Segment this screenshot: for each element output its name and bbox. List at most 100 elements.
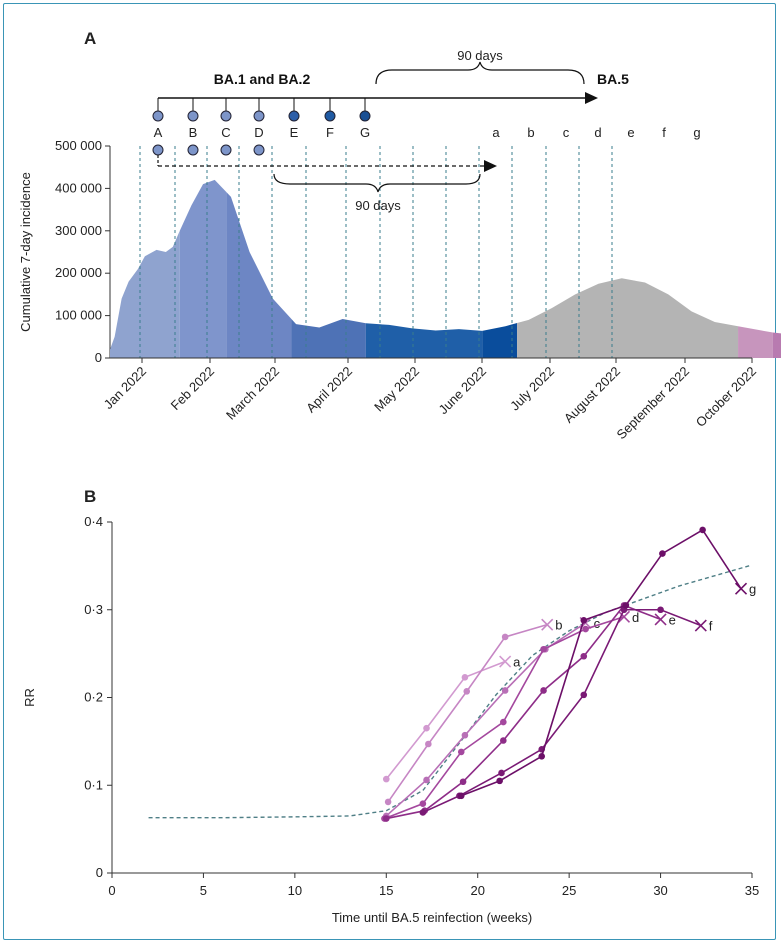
series-point-f (657, 606, 664, 614)
series-point-d (419, 800, 427, 807)
series-point-g (699, 526, 706, 534)
marker-dot-lower (187, 144, 199, 156)
series-point-g (659, 550, 666, 557)
series-line-d (384, 616, 625, 820)
series-point-f (498, 769, 505, 777)
series-point-b (425, 740, 432, 748)
series-point-e (580, 652, 588, 660)
series-line-g (460, 528, 742, 797)
days-label-bottom: 90 days (355, 198, 401, 213)
marker-dot-upper (324, 110, 336, 122)
series-end-cross-e (654, 613, 667, 626)
days-label-top: 90 days (457, 48, 503, 63)
x-tick-label: 20 (470, 883, 484, 898)
incidence-area-segment (110, 230, 180, 358)
marker-dot-upper (359, 110, 371, 122)
series-point-f (580, 691, 588, 699)
lower-letter-label: g (693, 125, 700, 140)
series-label-d: d (632, 610, 639, 625)
incidence-area-segment (226, 192, 292, 358)
arrowhead-dashed-icon (484, 160, 497, 172)
series-label-g: g (749, 582, 756, 597)
series-point-b (463, 688, 471, 695)
ba1-ba2-label: BA.1 and BA.2 (214, 71, 311, 87)
series-point-g (580, 616, 588, 624)
x-tick-label: 25 (562, 883, 576, 898)
series-point-b (384, 798, 392, 806)
series-line-a (385, 660, 506, 780)
marker-dot-upper (288, 110, 300, 122)
series-end-cross-a (499, 655, 512, 668)
lower-letter-label: f (662, 125, 666, 140)
series-point-d (540, 645, 547, 653)
y-tick-label: 400 000 (55, 180, 102, 195)
marker-dot-lower (253, 144, 265, 156)
upper-letter-label: B (189, 125, 198, 140)
y-tick-label: 100 000 (55, 308, 102, 323)
upper-letter-label: E (290, 125, 299, 140)
series-label-c: c (594, 616, 601, 631)
lower-letter-label: c (563, 125, 570, 140)
lower-letter-label: a (492, 125, 500, 140)
marker-dot-lower (220, 144, 232, 156)
series-point-e (382, 815, 390, 822)
series-point-d (500, 718, 507, 726)
upper-letter-label: D (254, 125, 263, 140)
y-tick-label: 0·4 (84, 514, 103, 529)
upper-letter-label: G (360, 125, 370, 140)
incidence-area-segment (772, 332, 781, 358)
x-tick-label: 15 (379, 883, 393, 898)
series-point-e (540, 687, 547, 694)
panel-b-label: B (84, 487, 96, 506)
figure-frame (3, 3, 776, 940)
series-point-c (423, 776, 430, 784)
y-tick-label: 300 000 (55, 223, 102, 238)
x-tick-label: 35 (745, 883, 759, 898)
upper-letter-label: C (221, 125, 230, 140)
x-tick-label: 0 (108, 883, 115, 898)
upper-letter-label: A (154, 125, 163, 140)
series-line-b (387, 623, 548, 803)
y-tick-label: 0·3 (84, 602, 103, 617)
series-point-c (461, 731, 469, 739)
brace-top (375, 61, 585, 85)
series-point-g (622, 602, 630, 609)
series-point-e (459, 778, 467, 786)
series-point-g (457, 792, 465, 800)
series-end-cross-g (734, 582, 748, 595)
series-label-b: b (555, 618, 562, 633)
y-tick-label: 200 000 (55, 265, 102, 280)
y-tick-label: 0·2 (84, 690, 103, 705)
incidence-area-segment (517, 278, 739, 358)
marker-dot-upper (220, 110, 232, 122)
series-label-f: f (709, 619, 713, 634)
series-point-b (501, 633, 509, 641)
y-axis-label: RR (22, 688, 37, 707)
upper-letter-label: F (326, 125, 334, 140)
series-point-d (582, 625, 589, 633)
series-point-a (461, 674, 469, 681)
series-point-c (501, 687, 509, 694)
incidence-area-segment (365, 323, 483, 358)
series-point-d (457, 748, 465, 756)
x-tick-label: 10 (288, 883, 302, 898)
series-point-f (419, 809, 427, 816)
y-tick-label: 0·1 (84, 777, 103, 792)
panel-a-label: A (84, 29, 96, 48)
ba5-label: BA.5 (597, 71, 629, 87)
incidence-area-segment (291, 318, 366, 358)
series-point-a (423, 724, 430, 732)
incidence-area-segment (179, 179, 227, 358)
chart-panel-a: A 0 100 000 200 000 300 000 400 000 500 000 Cu… (18, 29, 781, 442)
x-tick-label: 30 (653, 883, 667, 898)
series-end-cross-b (541, 618, 554, 631)
incidence-area-segment (738, 326, 773, 358)
series-end-cross-d (617, 610, 631, 623)
series-point-e (500, 737, 507, 744)
series-label-e: e (669, 612, 676, 627)
series-label-a: a (513, 655, 521, 670)
marker-dot-upper (253, 110, 265, 122)
marker-dot-upper (152, 110, 164, 122)
y-tick-label: 500 000 (55, 138, 102, 153)
